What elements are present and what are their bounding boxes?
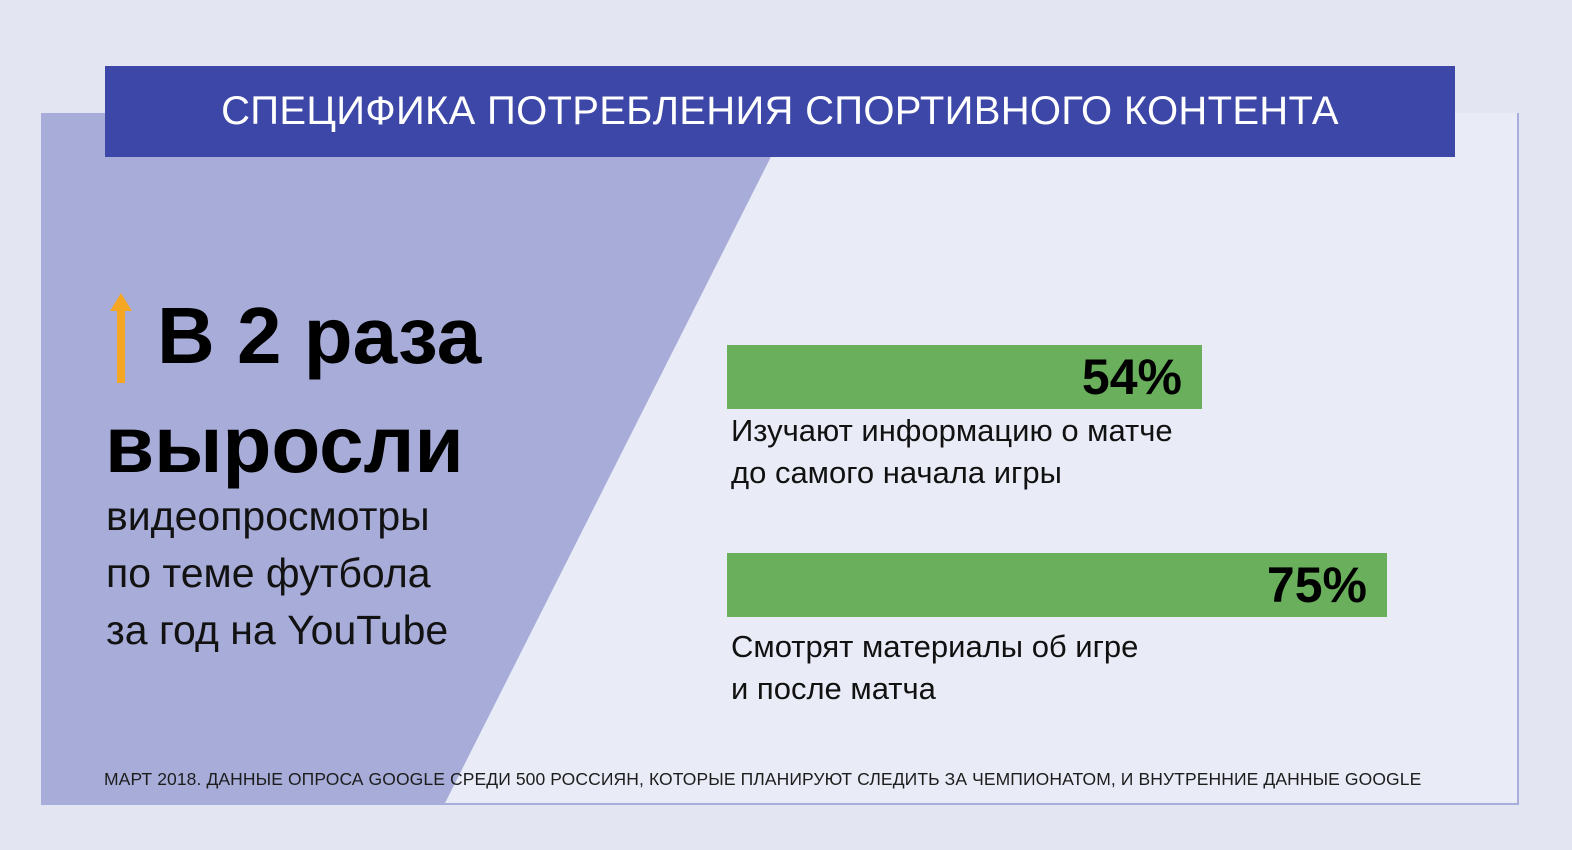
up-arrow-icon bbox=[110, 293, 132, 383]
bar-category-line: до самого начала игры bbox=[731, 455, 1062, 490]
highlight-description: видеопросмотры по теме футбола за год на… bbox=[106, 488, 448, 659]
bar-category-label: Изучают информацию о матче до самого нача… bbox=[731, 410, 1173, 494]
infographic-card bbox=[41, 113, 1519, 805]
bar-category-line: Изучают информацию о матче bbox=[731, 413, 1173, 448]
bar-value-label: 75% bbox=[1266, 557, 1367, 613]
bar: 54% bbox=[727, 345, 1202, 409]
bar: 75% bbox=[727, 553, 1387, 617]
headline-multiplier: В 2 раза bbox=[157, 291, 482, 380]
highlight-line: за год на YouTube bbox=[106, 607, 449, 653]
header-band: СПЕЦИФИКА ПОТРЕБЛЕНИЯ СПОРТИВНОГО КОНТЕН… bbox=[105, 66, 1455, 157]
bar-value-label: 54% bbox=[1081, 349, 1182, 405]
highlight-line: видеопросмотры bbox=[106, 493, 430, 539]
footnote: МАРТ 2018. ДАННЫЕ ОПРОСА GOOGLE СРЕДИ 50… bbox=[104, 769, 1422, 789]
page-title: СПЕЦИФИКА ПОТРЕБЛЕНИЯ СПОРТИВНОГО КОНТЕН… bbox=[221, 89, 1339, 133]
bar-category-line: и после матча bbox=[731, 671, 936, 706]
headline-verb: выросли bbox=[105, 400, 464, 489]
bar-category-line: Смотрят материалы об игре bbox=[731, 629, 1139, 664]
bar-category-label: Смотрят материалы об игре и после матча bbox=[731, 626, 1138, 710]
diagonal-panel bbox=[41, 113, 793, 803]
highlight-line: по теме футбола bbox=[106, 550, 431, 596]
